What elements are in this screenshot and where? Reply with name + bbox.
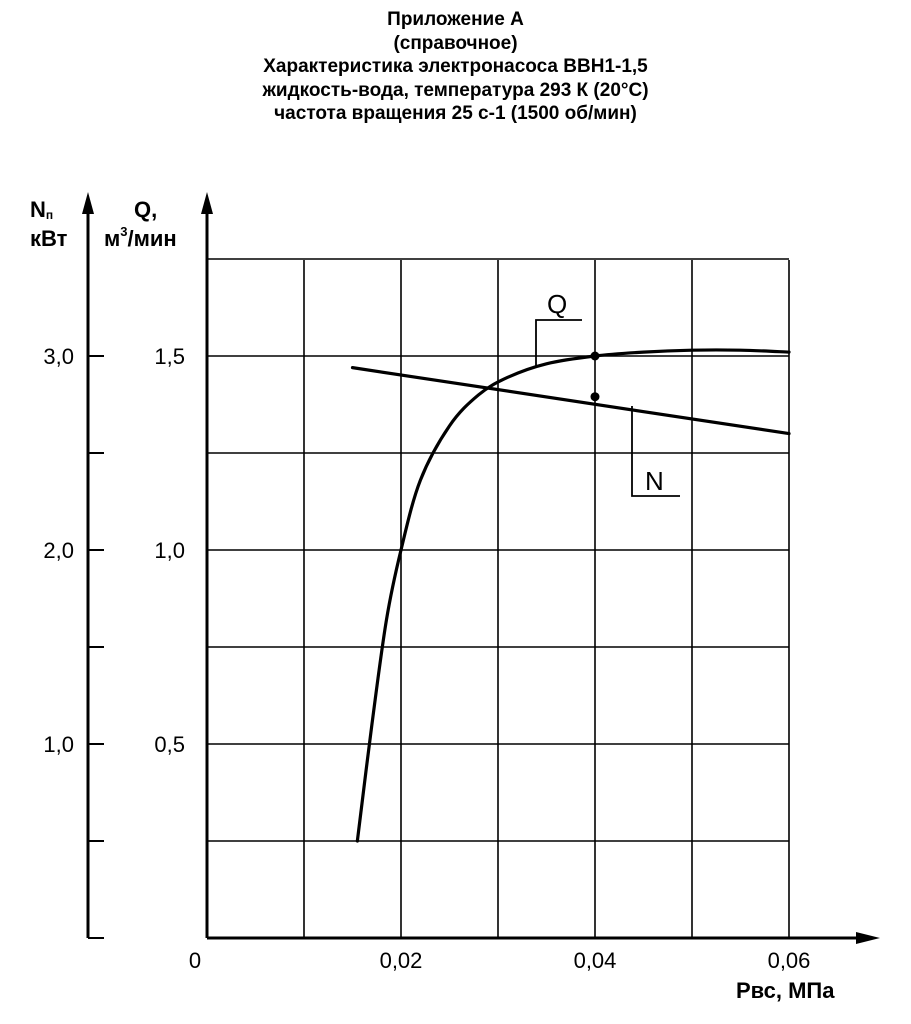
q-axis-unit: м3/мин <box>104 224 177 251</box>
x-axis-tick-label: 0 <box>189 948 201 973</box>
n-axis-arrow-icon <box>82 192 94 214</box>
axes <box>82 192 880 944</box>
series-q-label: Q <box>547 289 567 319</box>
title-line-appendix: Приложение А <box>387 9 524 30</box>
x-axis-tick-label: 0,04 <box>574 948 617 973</box>
marker-Q <box>590 351 600 361</box>
x-axis-title: Рвс, МПа <box>736 978 835 1003</box>
marker-N <box>590 392 600 402</box>
n-axis-tick-label: 2,0 <box>43 538 74 563</box>
series-N-curve <box>350 366 791 436</box>
x-axis-tick-label: 0,02 <box>380 948 423 973</box>
x-axis-tick-label: 0,06 <box>768 948 811 973</box>
q-axis-tick-label: 1,0 <box>154 538 185 563</box>
title-line-speed: частота вращения 25 с-1 (1500 об/мин) <box>274 103 637 124</box>
series-n-label: N <box>645 466 664 496</box>
title-line-liquid: жидкость-вода, температура 293 К (20°С) <box>262 79 649 101</box>
n-label-leader <box>631 406 680 497</box>
n-axis-title: Nп <box>30 197 53 222</box>
title-line-pump: Характеристика электронасоса ВВН1-1,5 <box>263 56 648 77</box>
x-axis-arrow-icon <box>856 932 880 944</box>
n-axis-tick-label: 3,0 <box>43 344 74 369</box>
chart-title: Приложение А (справочное) Характеристика… <box>0 8 911 126</box>
curves <box>350 319 791 843</box>
q-axis-arrow-icon <box>201 192 213 214</box>
n-axis-tick-label: 1,0 <box>43 732 74 757</box>
q-label-leader <box>535 319 582 366</box>
q-axis-tick-label: 0,5 <box>154 732 185 757</box>
q-axis-tick-label: 1,5 <box>154 344 185 369</box>
n-axis-unit: кВт <box>30 226 68 251</box>
series-Q-curve <box>355 348 791 843</box>
title-line-reference: (справочное) <box>393 32 518 54</box>
grid <box>207 258 790 938</box>
labels: Nп кВт Q, м3/мин Рвс, МПа 1,0 2,0 3,0 0,5 1,… <box>30 197 835 1003</box>
q-axis-title: Q, <box>134 197 157 222</box>
